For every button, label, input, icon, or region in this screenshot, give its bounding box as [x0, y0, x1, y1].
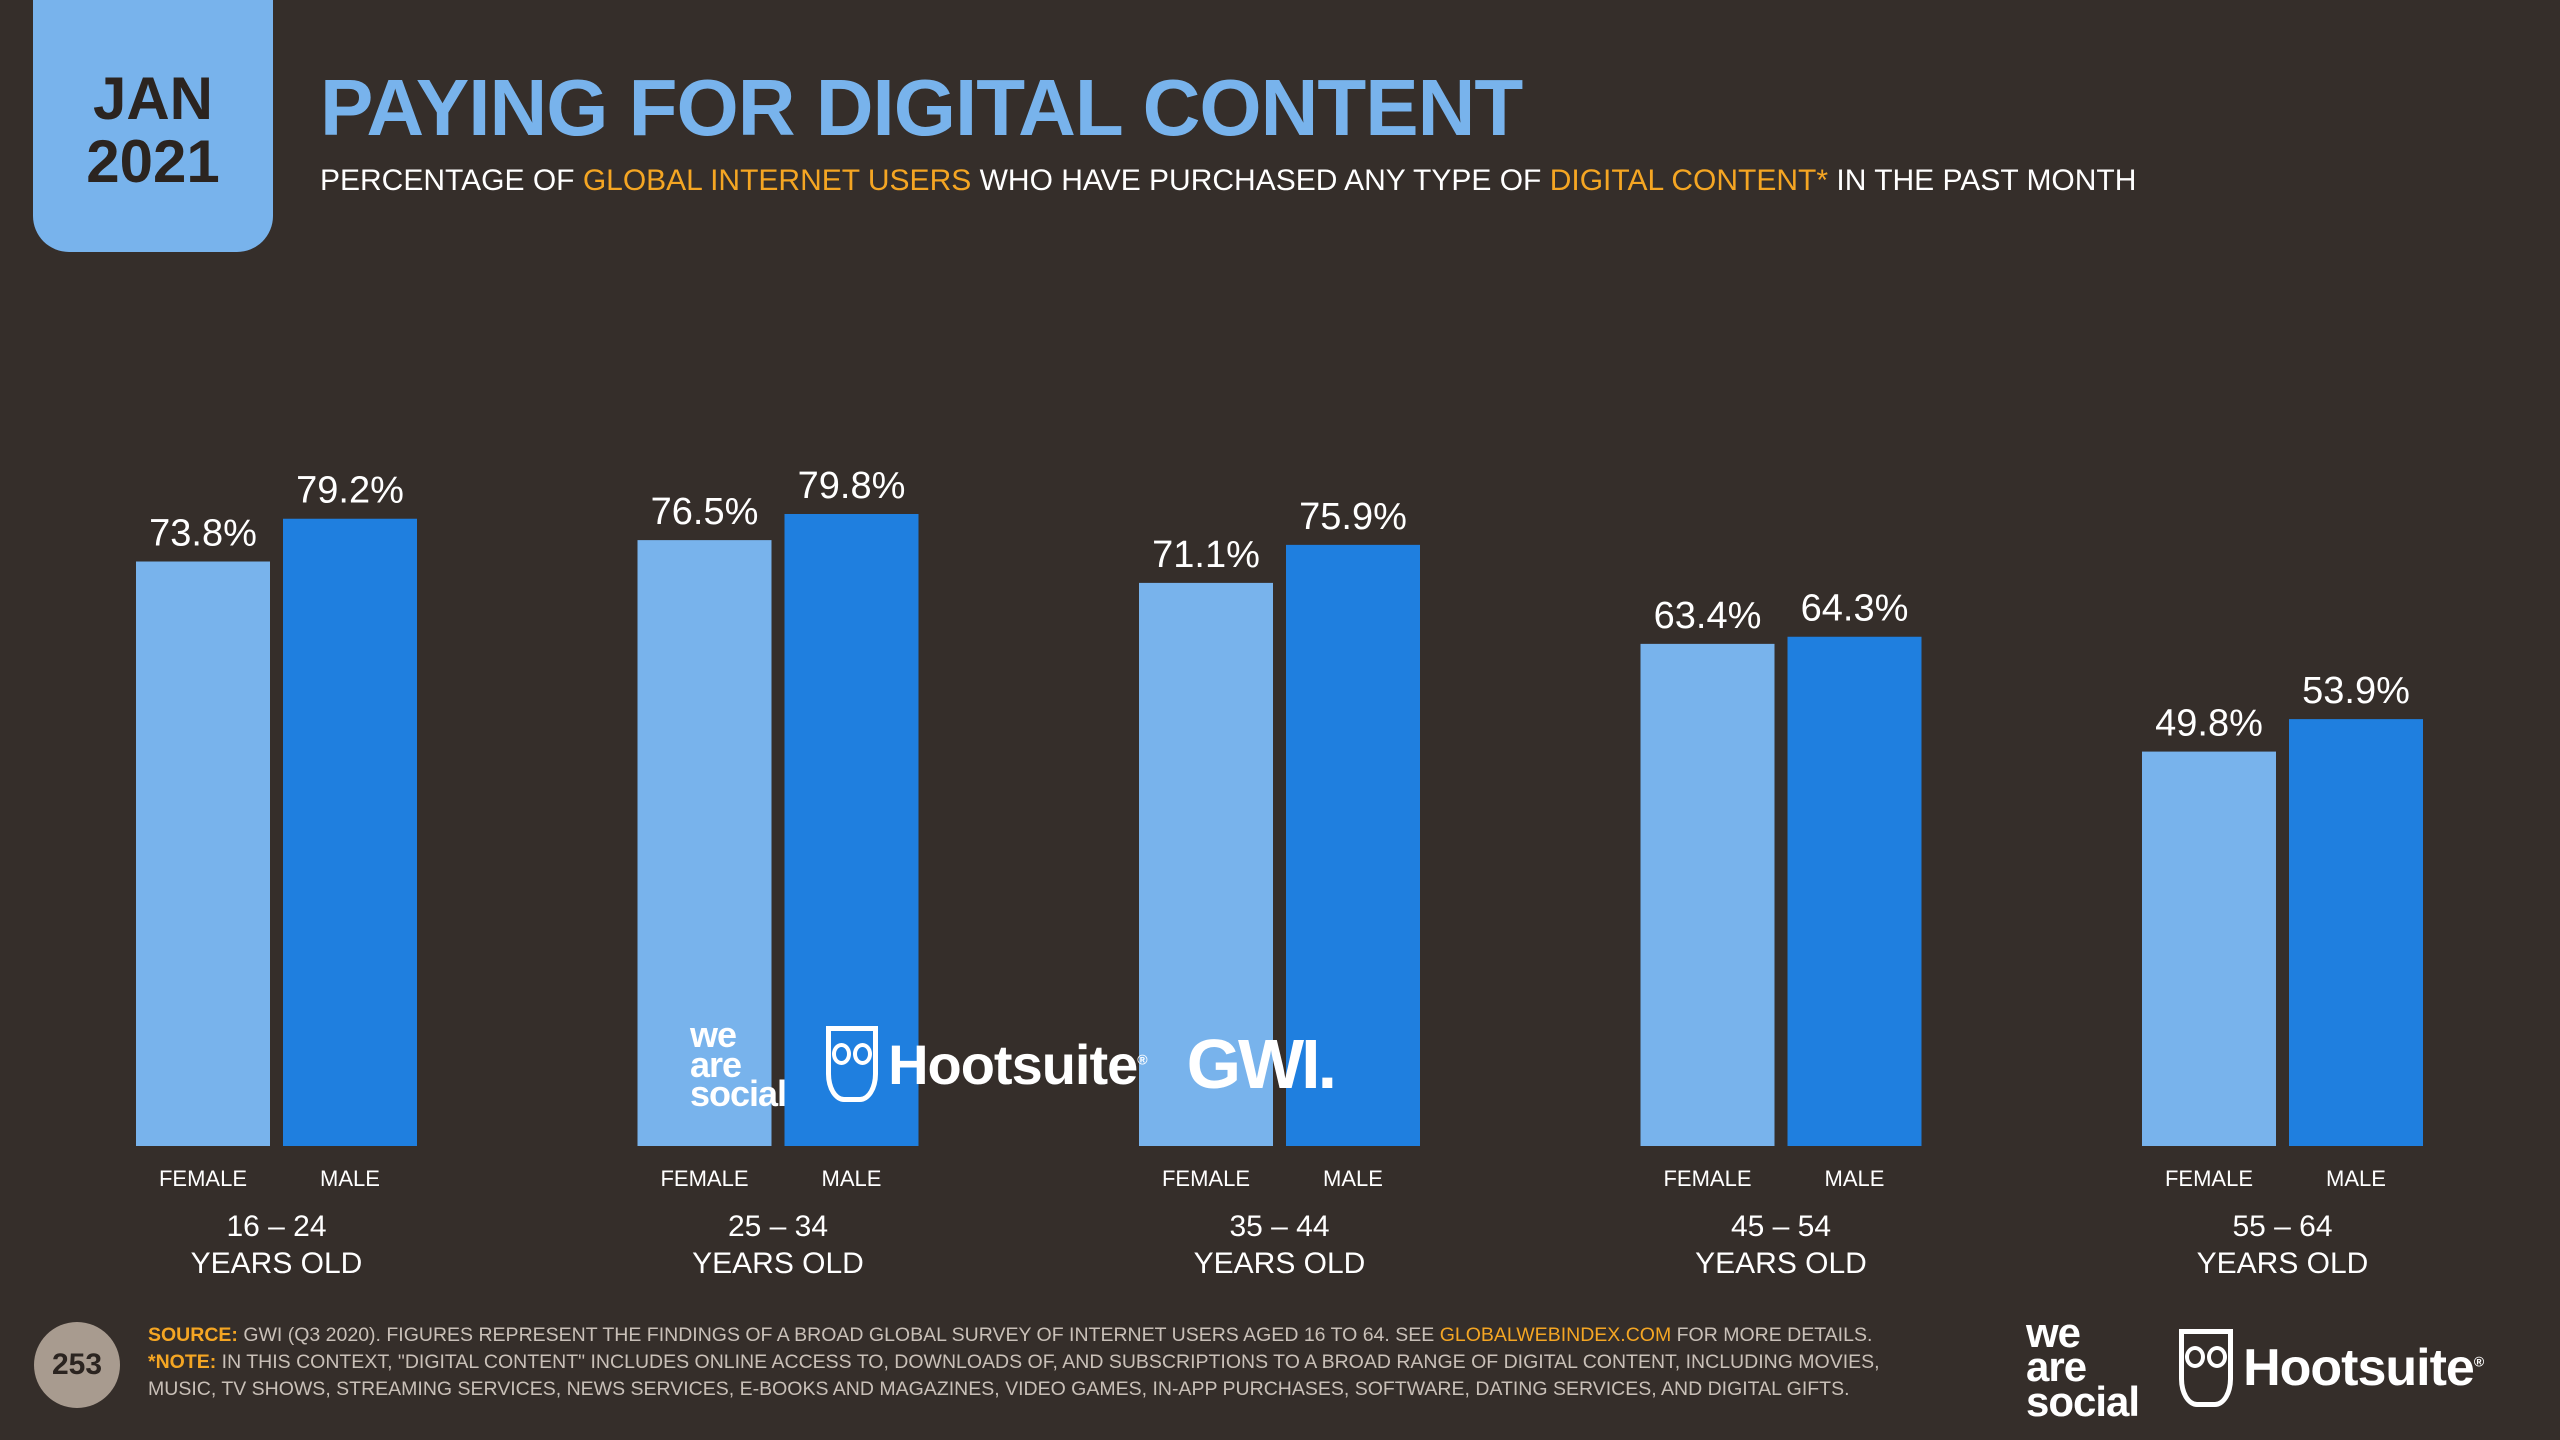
category-label: 16 – 24	[226, 1210, 326, 1243]
hootsuite-logo: Hootsuite®	[2243, 1338, 2484, 1397]
series-label: FEMALE	[660, 1166, 748, 1191]
category-label: 55 – 64	[2232, 1210, 2332, 1243]
subtitle-part: IN THE PAST MONTH	[1828, 164, 2137, 197]
hootsuite-logo: Hootsuite®	[888, 1032, 1148, 1096]
date-year: 2021	[86, 128, 220, 195]
page-subtitle: PERCENTAGE OF GLOBAL INTERNET USERS WHO …	[320, 164, 2136, 198]
bar-male	[283, 518, 417, 1146]
data-label: 64.3%	[1801, 588, 1909, 630]
page-number: 253	[34, 1322, 120, 1408]
data-label: 73.8%	[149, 513, 257, 555]
data-label: 76.5%	[651, 491, 759, 533]
series-label: FEMALE	[1162, 1166, 1250, 1191]
subtitle-highlight: DIGITAL CONTENT*	[1549, 164, 1829, 197]
category-label: 45 – 54	[1731, 1210, 1831, 1243]
category-label: YEARS OLD	[2197, 1247, 2369, 1280]
subtitle-part: WHO HAVE PURCHASED ANY TYPE OF	[971, 164, 1550, 197]
category-label: YEARS OLD	[1695, 1247, 1867, 1280]
bar-female	[2142, 751, 2276, 1146]
owl-icon	[826, 1026, 879, 1103]
series-label: MALE	[320, 1166, 380, 1191]
series-label: FEMALE	[2165, 1166, 2253, 1191]
category-label: 35 – 44	[1229, 1210, 1329, 1243]
data-label: 49.8%	[2155, 703, 2263, 745]
gwi-logo: GWI.	[1186, 1025, 1337, 1104]
series-label: MALE	[2326, 1166, 2386, 1191]
partner-logos: we are social Hootsuite® GWI.	[690, 1014, 1337, 1115]
data-label: 63.4%	[1654, 595, 1762, 637]
data-label: 71.1%	[1152, 534, 1260, 576]
category-label: 25 – 34	[728, 1210, 828, 1243]
we-are-social-logo: we are social	[2026, 1309, 2140, 1425]
source-link[interactable]: GLOBALWEBINDEX.COM	[1439, 1324, 1672, 1346]
subtitle-part: PERCENTAGE OF	[320, 164, 583, 197]
bar-female	[1139, 582, 1273, 1146]
bar-female	[637, 540, 772, 1146]
series-label: FEMALE	[159, 1166, 247, 1191]
bar-male	[784, 513, 919, 1146]
definition-note: *NOTE: IN THIS CONTEXT, "DIGITAL CONTENT…	[148, 1351, 1880, 1400]
series-label: MALE	[1825, 1166, 1885, 1191]
footer-logos: we are social Hootsuite®	[2026, 1309, 2484, 1425]
series-label: MALE	[822, 1166, 882, 1191]
bar-chart: 73.8% FEMALE 79.2% MALE 16 – 24 YEARS OLD 76.5…	[136, 465, 2423, 1280]
category-label: YEARS OLD	[692, 1247, 864, 1280]
bar-male	[1787, 636, 1922, 1146]
bar-female	[136, 561, 270, 1146]
footer-notes: SOURCE: GWI (Q3 2020). FIGURES REPRESENT…	[148, 1322, 1948, 1403]
date-badge: JAN 2021	[33, 0, 273, 252]
data-label: 79.2%	[296, 470, 404, 512]
category-label: YEARS OLD	[191, 1247, 363, 1280]
we-are-social-logo: we are social	[690, 1014, 787, 1115]
source-note: SOURCE: GWI (Q3 2020). FIGURES REPRESENT…	[148, 1324, 1873, 1346]
bar-male	[2289, 719, 2423, 1146]
date-month: JAN	[92, 65, 214, 132]
owl-icon	[2179, 1328, 2234, 1407]
page-title: PAYING FOR DIGITAL CONTENT	[320, 63, 1523, 152]
subtitle-highlight: GLOBAL INTERNET USERS	[582, 164, 972, 197]
series-label: FEMALE	[1663, 1166, 1751, 1191]
category-label: YEARS OLD	[1194, 1247, 1366, 1280]
bar-female	[1640, 643, 1775, 1146]
data-label: 53.9%	[2302, 670, 2410, 712]
data-label: 79.8%	[798, 465, 906, 507]
series-label: MALE	[1323, 1166, 1383, 1191]
bar-male	[1286, 544, 1420, 1146]
data-label: 75.9%	[1299, 496, 1407, 538]
